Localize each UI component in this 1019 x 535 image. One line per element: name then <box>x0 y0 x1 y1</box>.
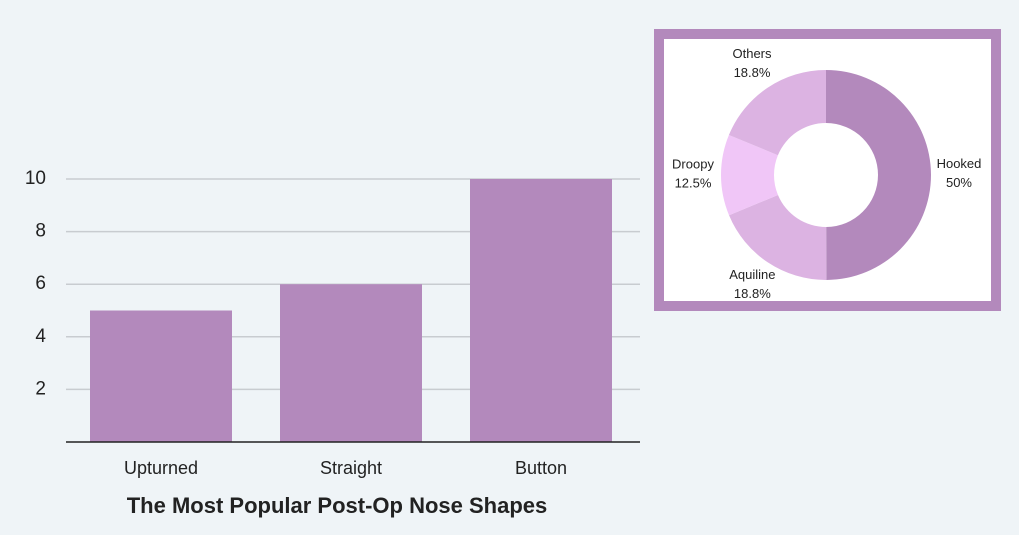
donut-slice <box>729 194 827 280</box>
slice-value-label: 18.8% <box>734 65 771 80</box>
slice-value-label: 12.5% <box>675 176 712 191</box>
donut-slice <box>721 135 778 216</box>
slice-value-label: 50% <box>946 175 972 190</box>
slice-label: Hooked <box>937 156 982 171</box>
slice-label: Droopy <box>672 157 714 172</box>
slice-value-label: 18.8% <box>734 286 771 301</box>
y-tick-label: 2 <box>35 378 46 399</box>
slice-label: Aquiline <box>729 267 775 282</box>
y-tick-label: 10 <box>25 168 46 189</box>
slice-label: Others <box>732 46 772 61</box>
x-tick-label: Straight <box>320 458 382 478</box>
bar <box>470 179 612 442</box>
y-tick-label: 8 <box>35 221 46 242</box>
y-tick-label: 6 <box>35 273 46 294</box>
donut-slice <box>728 70 826 156</box>
bar <box>280 284 422 442</box>
y-tick-label: 4 <box>35 326 46 347</box>
x-tick-label: Button <box>515 458 567 478</box>
chart-title: The Most Popular Post-Op Nose Shapes <box>127 493 548 518</box>
donut-slice <box>826 70 931 280</box>
bar <box>90 310 232 442</box>
x-tick-label: Upturned <box>124 458 198 478</box>
